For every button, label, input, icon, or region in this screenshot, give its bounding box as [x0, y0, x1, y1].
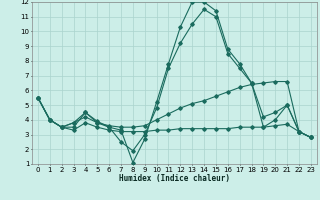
X-axis label: Humidex (Indice chaleur): Humidex (Indice chaleur): [119, 174, 230, 183]
